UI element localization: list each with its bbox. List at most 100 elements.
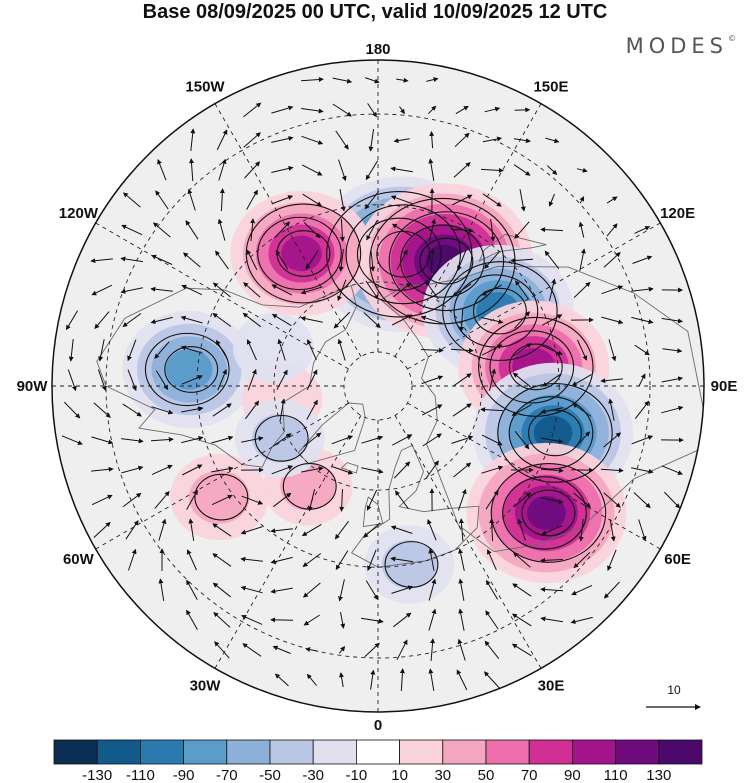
anomaly-center [170,454,269,541]
wind-vector [333,311,351,329]
wind-vector [242,312,262,328]
wind-vector [486,549,497,571]
wind-vector [392,612,412,628]
colorbar-tick-label: 50 [478,767,495,783]
anomaly-center [230,191,373,316]
wind-vector [513,164,531,176]
wind-vector [549,278,556,301]
wind-vector [301,164,323,176]
wind-vector [570,616,593,625]
wind-vector [212,313,232,327]
wind-vector [540,227,564,233]
streamline [419,237,474,285]
wind-vector [246,339,257,361]
wind-vector [450,228,474,234]
wind-vector [151,254,173,265]
wind-vector [302,193,323,207]
wind-vector [190,128,196,151]
longitude-line [214,415,362,669]
wind-vectors [61,77,684,692]
colorbar-swatch [615,739,660,765]
wind-vector [300,316,323,323]
wind-vector [511,404,532,416]
wind-vector [512,372,531,388]
wind-vector [185,220,199,240]
wind-vector [603,432,622,448]
colorbar: -130 -110 -90 -70 -50 -30 -10 10 30 50 70 90 110 130 [53,739,703,783]
wind-vector [541,437,564,444]
wind-vector [91,284,113,296]
wind-vector [392,434,413,446]
longitude-label: 90E [711,378,738,395]
wind-vector [542,314,563,326]
wind-vector [540,407,563,414]
colorbar-swatch [96,739,141,765]
streamline [472,287,527,335]
wind-vector [489,368,496,391]
longitude-line [394,415,542,669]
coastline [380,266,704,553]
modes-logo: MODES© [626,34,736,58]
colorbar-tick-label: 70 [521,767,538,783]
longitude-labels: 180 150E 120E 90E 60E 30E 0 30W 60W 90W 120W 150W [17,41,738,734]
wind-vector [212,582,231,598]
streamline [254,414,309,462]
wind-vector [515,280,529,300]
wind-vector [482,136,503,143]
wind-vector [271,166,294,173]
colorbar-tick-label: 10 [391,767,408,783]
wind-vector [181,406,204,413]
wind-vector [331,435,354,445]
longitude-line [407,402,661,550]
wind-vector [152,222,171,238]
wind-vector [394,461,411,479]
longitude-label: 60E [664,551,691,568]
wind-vector [334,520,350,540]
wind-vector [363,312,381,328]
wind-vector [91,436,114,445]
colorbar-swatch [53,739,98,765]
wind-vector [511,643,532,657]
wind-vector [454,132,470,148]
wind-vector [94,311,110,330]
wind-vector [339,672,344,688]
wind-vector [337,338,346,361]
wind-vector [366,489,378,511]
wind-vector [244,161,261,179]
wind-vector [452,403,472,417]
wind-vector [305,250,319,270]
wind-vector [391,585,414,594]
wind-vector [246,189,258,210]
wind-vector [514,221,530,239]
wind-vector [155,190,169,210]
wind-vector [181,435,204,444]
wind-vector [339,218,345,242]
wind-vector [571,373,592,387]
wind-vector [393,282,412,298]
wind-vector [428,608,437,631]
colorbar-swatch [355,739,400,765]
map-disc [52,60,704,712]
wind-vector [182,252,201,268]
wind-vector [150,437,174,442]
streamline [257,216,342,291]
wind-vector [578,221,585,238]
wind-vector [429,218,436,241]
wind-vector [271,313,292,327]
colorbar-swatch [139,739,184,765]
wind-vector [572,403,592,417]
wind-vector [661,376,684,383]
wind-vector [365,280,379,300]
wind-scale-label: 10 [667,683,681,697]
colorbar-tick-label: -30 [302,767,324,783]
anomaly-center [466,442,627,584]
wind-vector [511,613,532,627]
anomaly-contour-fill [281,235,322,272]
wind-vector [422,433,442,447]
coastline [350,444,480,568]
wind-vector [661,318,684,324]
wind-vector [512,343,532,357]
wind-vector [331,465,354,475]
wind-vector [458,518,464,542]
